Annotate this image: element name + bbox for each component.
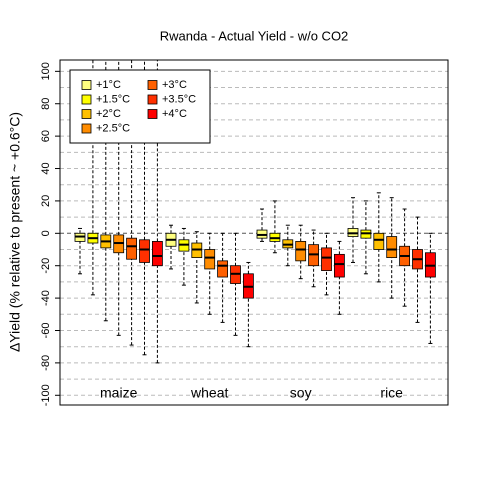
- box: [178, 227, 190, 286]
- chart-title: Rwanda - Actual Yield - w/o CO2: [160, 28, 349, 43]
- legend-swatch: [81, 80, 92, 90]
- legend-label: +3°C: [162, 79, 187, 91]
- box: [360, 200, 372, 275]
- box-body: [151, 241, 163, 267]
- box: [191, 231, 203, 304]
- legend-label: +1.5°C: [96, 93, 130, 105]
- box: [282, 224, 294, 267]
- legend-swatch: [147, 109, 158, 119]
- legend-label: +2°C: [96, 108, 121, 120]
- box: [269, 200, 281, 254]
- y-tick-label: 80: [40, 98, 52, 110]
- legend-label: +1°C: [96, 79, 121, 91]
- category-label: soy: [290, 385, 312, 401]
- legend-swatch: [81, 123, 92, 134]
- legend-swatch: [81, 94, 92, 105]
- box: [74, 227, 86, 275]
- y-axis-label: ΔYield (% relative to present ~ +0.6°C): [7, 112, 23, 352]
- y-tick-label: -80: [40, 355, 52, 371]
- y-tick-label: 100: [40, 62, 52, 80]
- box: [347, 197, 359, 263]
- box: [295, 224, 307, 280]
- legend-swatch: [147, 94, 158, 105]
- box: [126, 59, 137, 346]
- box-body: [321, 247, 332, 271]
- y-tick-label: 60: [40, 130, 52, 142]
- box: [242, 261, 254, 348]
- box: [87, 59, 99, 296]
- plot-frame: [59, 59, 449, 406]
- box: [321, 232, 332, 296]
- legend-label: +2.5°C: [96, 122, 130, 134]
- box-body: [295, 241, 307, 262]
- box: [217, 232, 229, 323]
- box: [139, 59, 150, 356]
- box-body: [126, 237, 137, 260]
- y-tick-label: -20: [40, 258, 52, 274]
- legend-frame: [69, 69, 211, 144]
- legend-label: +3.5°C: [162, 93, 196, 105]
- category-label: wheat: [190, 385, 228, 401]
- box: [412, 216, 423, 323]
- box: [373, 192, 385, 283]
- box: [399, 208, 411, 307]
- box: [308, 229, 320, 288]
- box: [256, 208, 268, 242]
- box-body: [333, 253, 345, 278]
- box-body: [204, 249, 216, 270]
- y-tick-label: 0: [40, 230, 52, 236]
- y-tick-label: 40: [40, 162, 52, 174]
- legend-label: +4°C: [162, 108, 187, 120]
- y-tick-label: -60: [40, 323, 52, 339]
- category-label: maize: [100, 385, 138, 401]
- legend: +1°C +1.5°C +2°C +2.5°C +3°C +3.5°C +4°C: [69, 69, 211, 144]
- legend-swatch: [147, 80, 158, 90]
- box: [204, 232, 216, 315]
- y-tick-label: 20: [40, 195, 52, 207]
- y-tick-label: -40: [40, 290, 52, 306]
- box: [230, 232, 241, 336]
- box: [424, 232, 436, 344]
- legend-swatch: [81, 109, 92, 119]
- box-body: [373, 232, 385, 250]
- y-tick-label: -100: [40, 384, 52, 406]
- box: [386, 197, 398, 299]
- category-label: rice: [380, 385, 403, 401]
- box: [165, 224, 177, 270]
- box-body: [386, 236, 398, 259]
- box-body: [139, 239, 150, 263]
- box-body: [217, 260, 229, 278]
- box: [333, 240, 345, 315]
